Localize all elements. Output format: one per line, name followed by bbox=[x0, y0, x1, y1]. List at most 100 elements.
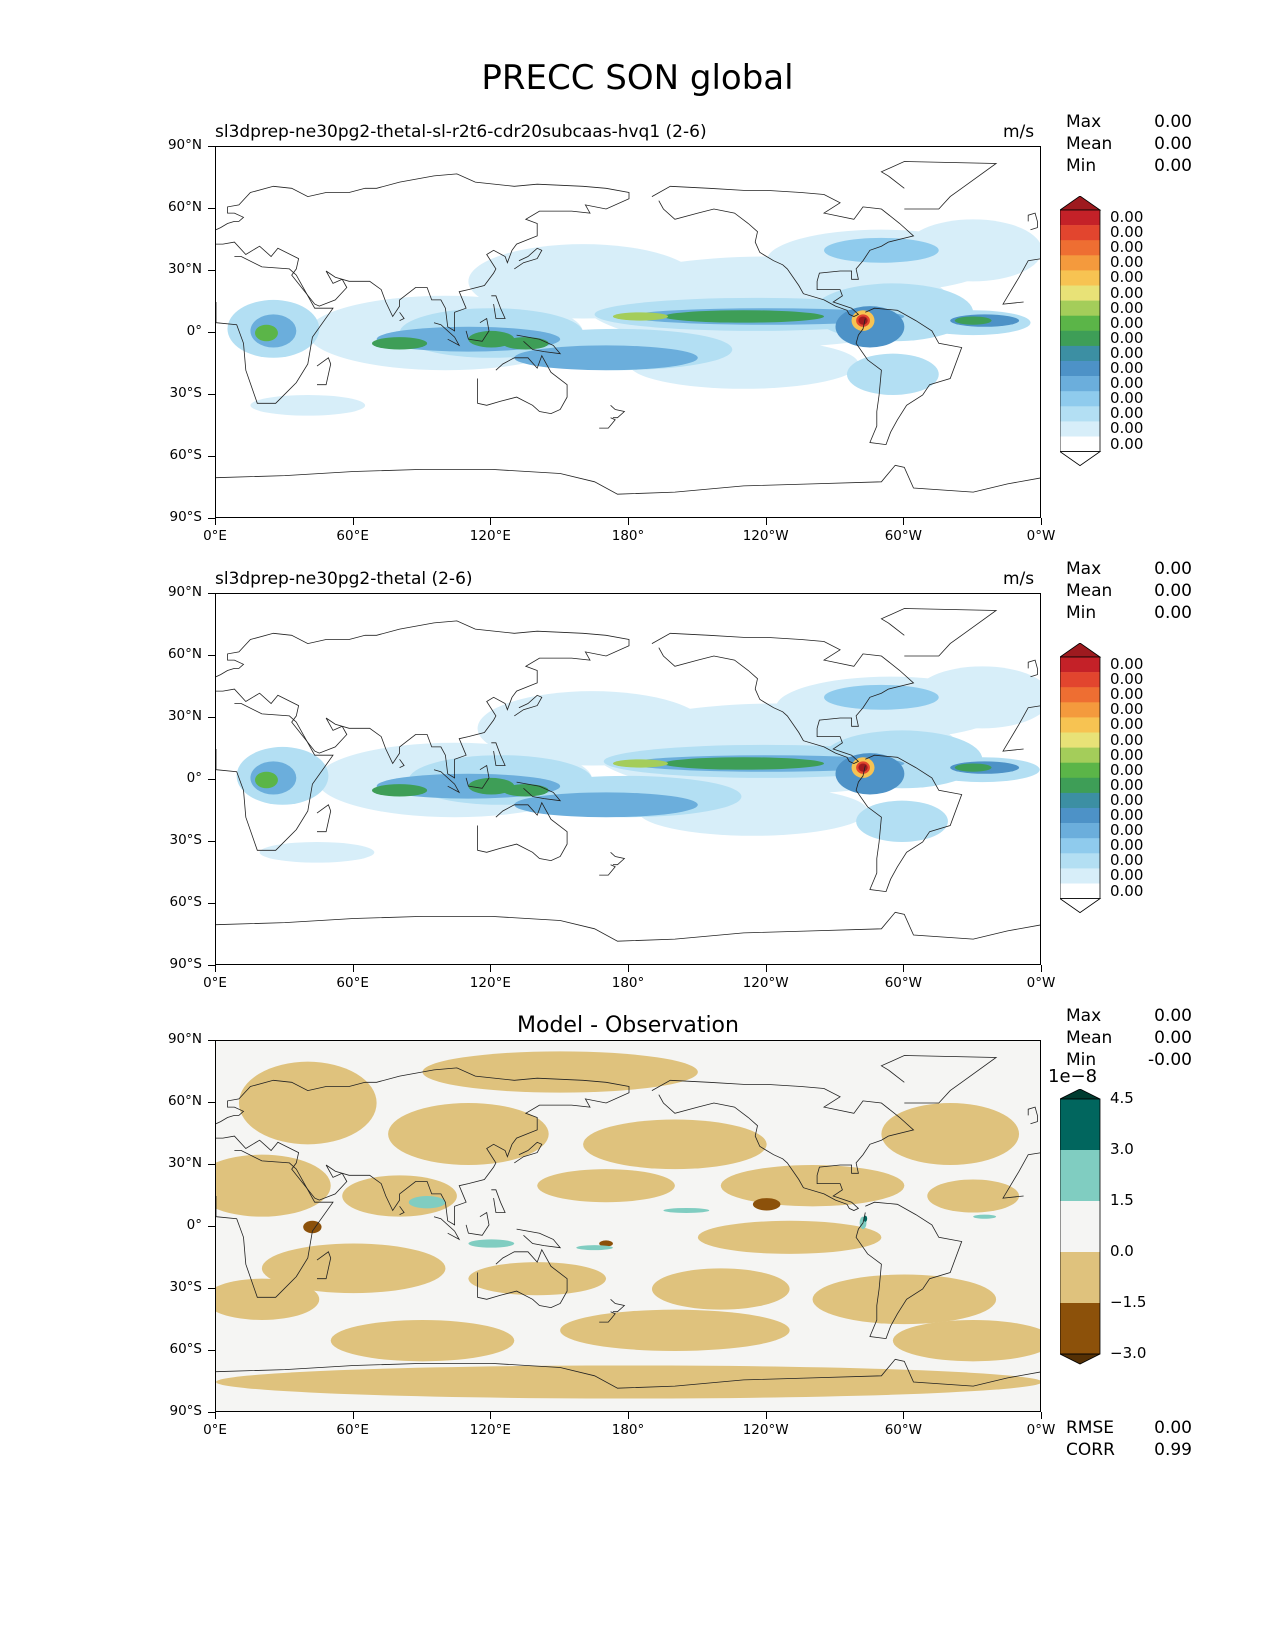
y-tick-label: 60°S bbox=[169, 1341, 203, 1357]
y-tick-mark bbox=[208, 717, 215, 718]
colorbar-segment bbox=[1060, 270, 1100, 286]
x-tick-mark bbox=[490, 518, 492, 525]
y-tick-label: 60°N bbox=[167, 199, 202, 215]
stats-block: Max 0.00 Mean 0.00 Min -0.00 bbox=[1066, 1006, 1192, 1072]
y-tick-label: 30°S bbox=[169, 832, 203, 848]
x-tick-label: 120°W bbox=[742, 1422, 789, 1438]
colorbar: 0.00 0.00 0.00 0.00 0.00 0.00 0.00 0.00 0.00 0.00… bbox=[1058, 642, 1143, 943]
y-tick-label: 60°S bbox=[169, 447, 203, 463]
x-tick-label: 180° bbox=[611, 975, 645, 991]
figure-title: PRECC SON global bbox=[481, 58, 794, 98]
coastline bbox=[610, 405, 626, 419]
coastline bbox=[880, 1055, 998, 1104]
colorbar-tick-label: 0.00 bbox=[1110, 223, 1144, 242]
x-tick-mark bbox=[490, 1412, 492, 1419]
colorbar-svg bbox=[1058, 195, 1102, 467]
colorbar-tick-label: 0.00 bbox=[1110, 434, 1144, 453]
colorbar-segment bbox=[1060, 330, 1100, 347]
stat-max-value: 0.00 bbox=[1154, 559, 1192, 579]
coastline bbox=[216, 256, 334, 404]
coastline bbox=[491, 1189, 506, 1213]
colorbar-tick-label: 0.00 bbox=[1110, 343, 1144, 362]
stat-mean-value: 0.00 bbox=[1154, 581, 1192, 601]
colorbar-scale-label: 1e−8 bbox=[1048, 1066, 1098, 1087]
stat-max-value: 0.00 bbox=[1154, 1006, 1192, 1026]
colorbar-extend-bottom bbox=[1059, 1353, 1101, 1365]
coastline bbox=[855, 307, 963, 446]
coastline bbox=[599, 864, 616, 876]
y-tick-mark bbox=[208, 841, 215, 842]
x-tick-mark bbox=[352, 965, 354, 972]
precip-region bbox=[477, 691, 708, 766]
colorbar-tick-label: 0.00 bbox=[1110, 775, 1144, 794]
rmse-label: RMSE bbox=[1066, 1418, 1115, 1438]
colorbar-tick-label: 0.00 bbox=[1110, 655, 1144, 673]
x-tick-label: 120°W bbox=[742, 528, 789, 544]
y-tick-mark bbox=[208, 146, 215, 147]
precip-region bbox=[259, 842, 375, 863]
coastline bbox=[477, 801, 568, 862]
diff-region bbox=[576, 1245, 613, 1251]
coastline bbox=[610, 852, 626, 866]
colorbar-tick-label: 0.00 bbox=[1110, 806, 1144, 824]
colorbar-frame bbox=[1059, 656, 1101, 900]
stats-block: Max 0.00 Mean 0.00 Min 0.00 bbox=[1066, 559, 1192, 625]
precip-region bbox=[372, 784, 428, 797]
x-tick-mark bbox=[628, 1412, 629, 1419]
panel-title: Model - Observation bbox=[517, 1013, 739, 1038]
colorbar-tick-label: 0.00 bbox=[1110, 419, 1144, 438]
precip-region bbox=[858, 763, 868, 772]
y-tick-mark bbox=[208, 518, 215, 519]
coastline bbox=[599, 417, 616, 429]
y-tick-label: 90°S bbox=[169, 1403, 203, 1419]
coastline bbox=[516, 1228, 562, 1249]
x-tick-label: 120°E bbox=[469, 1422, 511, 1438]
coastline bbox=[433, 322, 461, 347]
panel-1: sl3dprep-ne30pg2-thetal-sl-r2t6-cdr20sub… bbox=[0, 112, 1275, 582]
coastline bbox=[477, 354, 568, 415]
colorbar-frame bbox=[1059, 1098, 1101, 1355]
colorbar-segment bbox=[1060, 777, 1100, 794]
rmse-value: 0.00 bbox=[1154, 1418, 1192, 1438]
diff-region bbox=[303, 1220, 322, 1234]
diff-region bbox=[812, 1274, 997, 1325]
x-tick-label: 0°E bbox=[203, 1422, 227, 1438]
colorbar-segment bbox=[1060, 702, 1100, 718]
coastline bbox=[599, 1311, 616, 1323]
stat-mean-label: Mean bbox=[1066, 1028, 1113, 1048]
coastline bbox=[514, 1141, 543, 1164]
precip-region bbox=[255, 324, 278, 342]
colorbar-segment bbox=[1060, 1099, 1100, 1150]
panel-3: Model - Observation Max 0.00 Mean 0.00 Min -0.… bbox=[0, 1006, 1275, 1476]
colorbar-tick-label: 3.0 bbox=[1110, 1140, 1134, 1158]
metrics-block: RMSE 0.00 CORR 0.99 bbox=[1066, 1418, 1192, 1462]
x-tick-label: 180° bbox=[611, 1422, 645, 1438]
colorbar-tick-label: −1.5 bbox=[1110, 1293, 1147, 1311]
diff-region bbox=[422, 1051, 698, 1093]
diff-region bbox=[583, 1119, 767, 1170]
diff-region bbox=[663, 1207, 710, 1213]
colorbar-segment bbox=[1060, 838, 1100, 854]
colorbar-tick-label: 0.0 bbox=[1110, 1242, 1134, 1260]
x-tick-mark bbox=[903, 518, 905, 525]
stat-max-value: 0.00 bbox=[1154, 112, 1192, 132]
y-tick-mark bbox=[208, 270, 215, 271]
y-tick-label: 60°S bbox=[169, 894, 203, 910]
colorbar-segment bbox=[1060, 1150, 1100, 1201]
colorbar-segment bbox=[1060, 240, 1100, 256]
coastline bbox=[477, 1248, 568, 1309]
colorbar-tick-label: 0.00 bbox=[1110, 730, 1144, 749]
diff-region bbox=[881, 1103, 1020, 1165]
colorbar-tick-label: 0.00 bbox=[1110, 881, 1144, 900]
colorbar-segment bbox=[1060, 376, 1100, 392]
colorbar-tick-label: 0.00 bbox=[1110, 715, 1144, 734]
colorbar-segment bbox=[1060, 255, 1100, 271]
colorbar-tick-label: 0.00 bbox=[1110, 685, 1144, 704]
y-tick-label: 0° bbox=[186, 323, 202, 339]
x-tick-mark bbox=[628, 518, 629, 525]
x-tick-mark bbox=[1041, 1412, 1042, 1419]
precip-region bbox=[856, 800, 948, 842]
colorbar-extend-bottom bbox=[1058, 451, 1102, 467]
coastline bbox=[1002, 1152, 1040, 1199]
coastline bbox=[316, 804, 332, 833]
